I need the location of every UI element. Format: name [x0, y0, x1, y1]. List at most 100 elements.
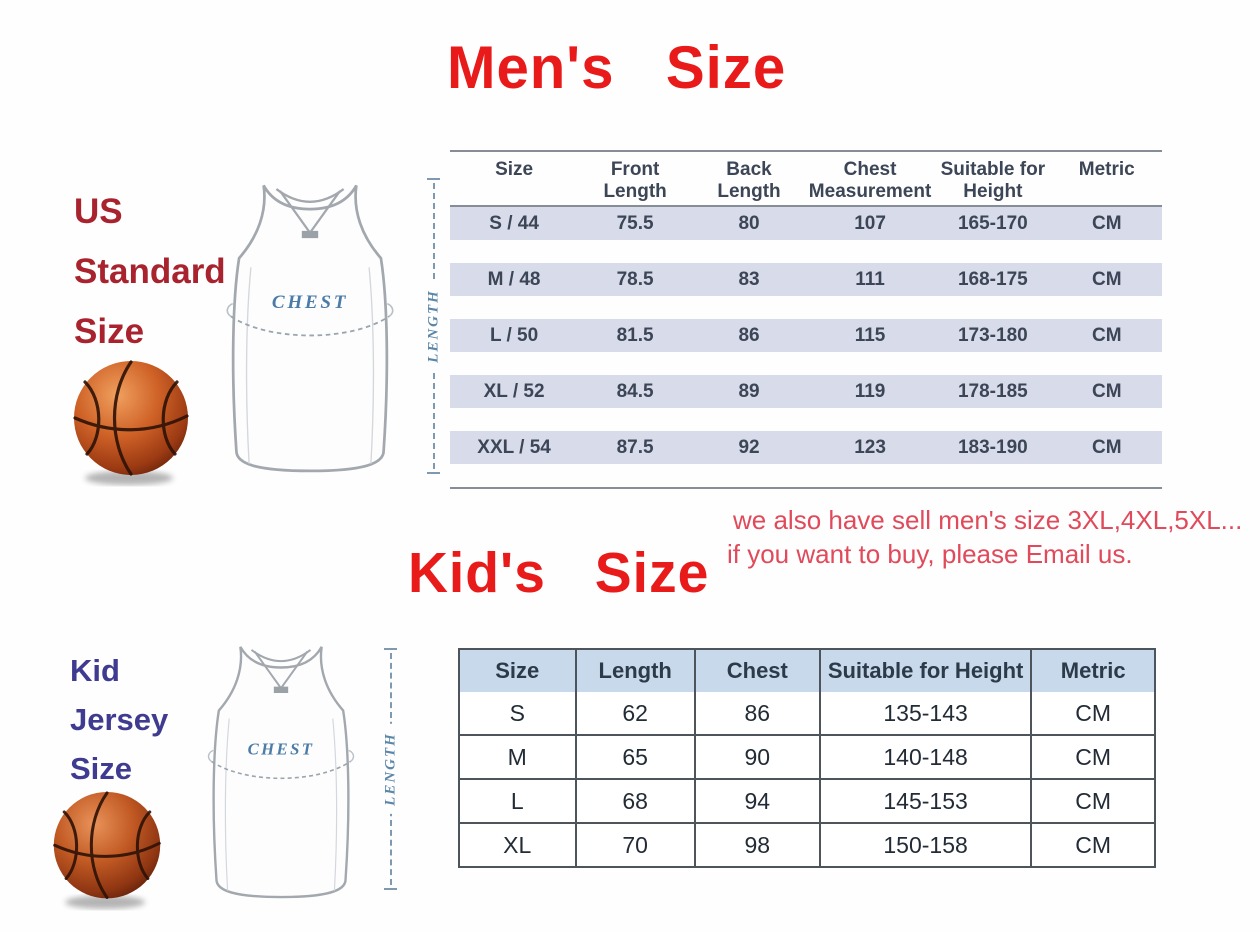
mens-cell: 81.5	[616, 324, 654, 346]
kids-cell: 68	[574, 780, 694, 822]
mens-cell: CM	[1091, 324, 1122, 346]
kids-length-measure-line: LENGTH	[382, 648, 400, 890]
mens-table-body: S / 44 75.5 80 107 165-170 CM M / 48 78.5 83 111 1…	[450, 207, 1162, 464]
kids-table-row: S 62 86 135-143 CM	[460, 692, 1154, 734]
kids-header-cell: Chest	[693, 650, 819, 692]
us-label-line2: Standard	[74, 252, 226, 291]
mens-cell: 173-180	[957, 324, 1028, 346]
mens-cell: S / 44	[489, 212, 539, 234]
mens-table-row: S / 44 75.5 80 107 165-170 CM	[450, 207, 1162, 240]
us-standard-size-label: US Standard Size	[74, 182, 226, 362]
mens-cell: 75.5	[616, 212, 654, 234]
mens-cell: CM	[1091, 268, 1122, 290]
chest-measure-end-hooks	[226, 302, 394, 318]
mens-cell: 84.5	[616, 380, 654, 402]
mens-cell: 92	[738, 436, 760, 458]
mens-cell: XXL / 54	[477, 436, 551, 458]
ball-body	[53, 792, 161, 899]
mens-table-row: L / 50 81.5 86 115 173-180 CM	[450, 319, 1162, 352]
ball-shadow	[65, 895, 145, 909]
ball-body	[74, 361, 188, 475]
mens-cell: XL / 52	[483, 380, 545, 402]
mens-cell: 89	[738, 380, 760, 402]
kids-jersey-diagram: CHEST	[207, 646, 355, 899]
kids-size-table: Size Length Chest Suitable for Height Metric…	[458, 648, 1156, 868]
ball-shadow	[85, 471, 173, 485]
kids-table-row: L 68 94 145-153 CM	[460, 778, 1154, 822]
mens-header-cell: Size	[495, 159, 534, 180]
kids-cell: CM	[1030, 736, 1154, 778]
mens-jersey-diagram: CHEST	[226, 184, 394, 473]
mens-cell: 80	[738, 212, 760, 234]
mens-size-title: Men's Size	[447, 34, 787, 101]
mens-table-row: XXL / 54 87.5 92 123 183-190 CM	[450, 431, 1162, 464]
kids-cell: S	[509, 699, 525, 726]
kids-header-cell: Suitable for Height	[818, 650, 1031, 692]
kids-table-body: S 62 86 135-143 CM M 65 90 140-148 CM L 68 94 145-153…	[460, 692, 1154, 866]
kids-basketball-image	[53, 791, 161, 909]
mens-table-row: XL / 52 84.5 89 119 178-185 CM	[450, 375, 1162, 408]
mens-header-cell: Back Length	[717, 159, 781, 202]
mens-cell: CM	[1091, 212, 1122, 234]
jersey-outline	[231, 184, 389, 473]
mens-cell: 86	[738, 324, 760, 346]
length-label: LENGTH	[382, 724, 400, 814]
mens-table-bottom-line	[450, 487, 1162, 489]
kids-table-row: XL 70 98 150-158 CM	[460, 822, 1154, 866]
kids-cell: 65	[574, 736, 694, 778]
chest-measure-dashed-line	[230, 315, 390, 337]
mens-basketball-image	[73, 360, 189, 485]
jersey-outline	[212, 646, 350, 899]
kids-cell: CM	[1030, 692, 1154, 734]
kids-cell: 94	[693, 780, 819, 822]
chest-measure-end-hooks	[207, 749, 355, 763]
kids-cell: CM	[1030, 780, 1154, 822]
mens-cell: 165-170	[957, 212, 1028, 234]
kid-label-line1: Kid	[70, 653, 120, 688]
us-label-line1: US	[74, 192, 123, 231]
mens-cell: CM	[1091, 436, 1122, 458]
kids-cell: M	[507, 743, 527, 770]
chest-label: CHEST	[248, 739, 315, 758]
extra-sizes-note: we also have sell men's size 3XL,4XL,5XL…	[727, 503, 1243, 571]
mens-table-header: Size Front Length Back Length Chest Measure…	[450, 152, 1162, 205]
kids-cell: 90	[693, 736, 819, 778]
kids-cell: 135-143	[818, 692, 1031, 734]
jersey-right-seam	[332, 718, 338, 891]
mens-header-cell: Suitable for Height	[940, 159, 1046, 202]
kids-cell: 70	[574, 824, 694, 866]
kids-cell: 62	[574, 692, 694, 734]
mens-table-row: M / 48 78.5 83 111 168-175 CM	[450, 263, 1162, 296]
mens-cell: 83	[738, 268, 760, 290]
note-line-2: if you want to buy, please Email us.	[727, 539, 1133, 569]
mens-size-table: Size Front Length Back Length Chest Measure…	[450, 150, 1162, 489]
mens-cell: 78.5	[616, 268, 654, 290]
kids-header-cell: Size	[460, 650, 575, 692]
measure-bottom-cap	[427, 472, 440, 474]
measure-top-cap	[384, 648, 397, 650]
jersey-right-seam	[368, 267, 375, 464]
mens-cell: 119	[854, 380, 886, 402]
kids-cell: 86	[693, 692, 819, 734]
mens-cell: 168-175	[957, 268, 1028, 290]
mens-cell: 183-190	[957, 436, 1028, 458]
mens-header-cell: Metric	[1078, 159, 1135, 180]
mens-header-cell: Front Length	[603, 159, 667, 202]
kids-cell: L	[510, 787, 524, 814]
kids-header-cell: Metric	[1030, 650, 1154, 692]
kid-jersey-size-label: Kid Jersey Size	[70, 646, 168, 793]
kids-size-title: Kid's Size	[408, 541, 710, 605]
chest-label: CHEST	[272, 292, 348, 313]
mens-table-top-line	[450, 150, 1162, 152]
measure-top-cap	[427, 178, 440, 180]
kids-header-cell: Length	[574, 650, 694, 692]
length-label: LENGTH	[425, 281, 443, 371]
ball-seams	[73, 360, 189, 476]
kids-table-row: M 65 90 140-148 CM	[460, 734, 1154, 778]
note-line-1: we also have sell men's size 3XL,4XL,5XL…	[733, 505, 1243, 535]
mens-cell: 123	[854, 436, 886, 458]
jersey-left-seam	[224, 718, 230, 891]
jersey-left-seam	[245, 267, 252, 464]
kids-cell: 98	[693, 824, 819, 866]
